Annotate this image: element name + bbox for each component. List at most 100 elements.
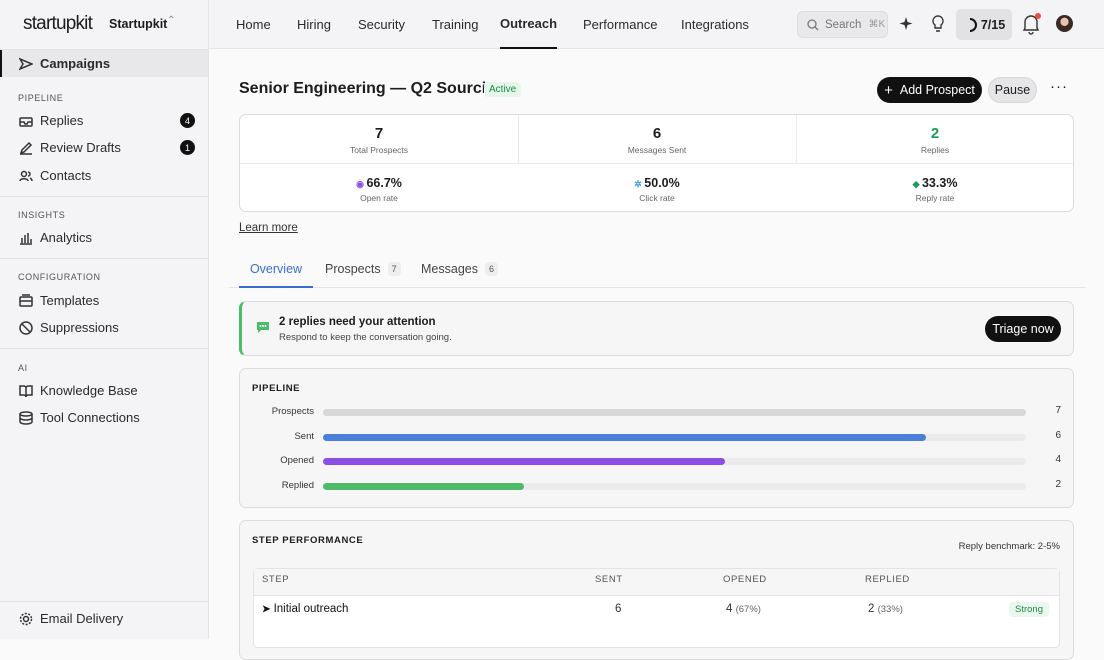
tab[interactable]: Messages 6 xyxy=(421,262,498,276)
notifications[interactable] xyxy=(1021,13,1041,35)
workspace[interactable]: Startupkit xyxy=(109,17,168,31)
nav-tab[interactable]: Performance xyxy=(583,17,658,32)
column-header: OPENED xyxy=(723,574,767,585)
tab-active[interactable]: Overview xyxy=(239,262,313,288)
triage-button[interactable]: Triage now xyxy=(985,316,1061,342)
nav-label: Templates xyxy=(40,293,100,308)
section-title: CONFIGURATION xyxy=(18,272,101,282)
bar-value: 4 xyxy=(1055,454,1061,465)
nav-tab[interactable]: Security xyxy=(358,17,405,32)
stat-value: 7 xyxy=(374,125,384,142)
stat: 2 Replies xyxy=(796,125,1074,155)
top-nav: Home Hiring Security Training Outreach P… xyxy=(209,0,1104,49)
alert-title: 2 replies need your attention xyxy=(279,316,436,328)
ai-button[interactable] xyxy=(898,16,914,32)
divider xyxy=(0,196,208,197)
nav-label: Review Drafts xyxy=(40,140,121,155)
workspace-switch[interactable]: ⌃ xyxy=(167,15,176,26)
nav-label: Suppressions xyxy=(40,320,119,335)
bar-label: Opened xyxy=(280,455,314,466)
rate-value: 66.7% xyxy=(366,176,402,190)
logo[interactable]: startupkit xyxy=(23,13,93,34)
tab-count: 6 xyxy=(484,262,498,276)
rate-value: 50.0% xyxy=(644,176,680,190)
search[interactable]: Search ⌘K xyxy=(797,11,888,38)
rate-label: Reply rate xyxy=(915,193,955,203)
nav-label: Contacts xyxy=(40,168,92,183)
rate-label: Click rate xyxy=(639,193,675,203)
icon xyxy=(20,232,32,245)
icon: + xyxy=(884,81,893,99)
column-header: STEP xyxy=(262,574,290,585)
nav-item[interactable]: Email Delivery xyxy=(0,605,208,632)
section-title: INSIGHTS xyxy=(18,210,66,220)
card-title: PIPELINE xyxy=(252,383,301,394)
avatar[interactable] xyxy=(1056,15,1073,32)
tab-label: Prospects xyxy=(325,262,381,276)
icon: ✲ xyxy=(634,179,645,189)
nav-tab[interactable]: Integrations xyxy=(681,17,749,32)
rate-value: 33.3% xyxy=(921,176,958,190)
progress-text: 7/15 xyxy=(980,17,1006,32)
nav-item[interactable]: Tool Connections xyxy=(0,404,208,431)
tab[interactable]: Prospects 7 xyxy=(325,262,401,276)
nav-item[interactable]: Analytics xyxy=(0,224,208,251)
alert-text: Respond to keep the conversation going. xyxy=(279,332,452,343)
table-header xyxy=(254,569,1059,596)
nav-item[interactable]: Campaigns xyxy=(0,50,208,77)
icon xyxy=(19,170,33,181)
opened-pct: (67%) xyxy=(735,604,761,615)
nav-label: Email Delivery xyxy=(40,611,124,626)
button-label: Add Prospect xyxy=(899,83,975,97)
bar-label: Prospects xyxy=(271,406,314,417)
rate: ✲ 50.0% Click rate xyxy=(518,176,796,203)
alert: 2 replies need your attention Respond to… xyxy=(239,301,1074,356)
icon xyxy=(969,17,977,32)
badge: 1 xyxy=(180,140,195,155)
divider xyxy=(0,348,208,349)
step-name[interactable]: ➤ Initial outreach xyxy=(262,603,348,615)
idea-button[interactable] xyxy=(931,15,945,33)
nav-item[interactable]: Contacts xyxy=(0,162,208,189)
nav-tab[interactable]: Training xyxy=(432,17,479,32)
bar-label: Replied xyxy=(281,479,314,491)
nav-label: Knowledge Base xyxy=(40,383,138,398)
bar-value: 7 xyxy=(1055,405,1061,416)
column-header: SENT xyxy=(595,574,623,585)
rate-label: Open rate xyxy=(360,193,398,203)
step-label: Initial outreach xyxy=(273,603,349,615)
tag: Strong xyxy=(1009,602,1049,617)
bar-track xyxy=(323,482,1026,490)
nav-item[interactable]: Templates xyxy=(0,287,208,314)
pause-button[interactable]: Pause xyxy=(988,77,1037,103)
icon xyxy=(19,612,33,625)
cell-replied: 2 (33%) xyxy=(868,603,903,615)
more-button[interactable]: ··· xyxy=(1050,78,1068,95)
icon xyxy=(19,57,33,70)
bar xyxy=(323,409,1026,416)
nav-item[interactable]: Review Drafts 1 xyxy=(0,134,208,161)
learn-more-link[interactable]: Learn more xyxy=(239,222,298,234)
nav-label: Campaigns xyxy=(40,56,111,71)
nav-tab-active[interactable]: Outreach xyxy=(500,0,557,49)
replied-value: 2 xyxy=(868,603,875,615)
opened-value: 4 xyxy=(726,603,733,615)
nav-item[interactable]: Knowledge Base xyxy=(0,377,208,404)
nav-tab[interactable]: Home xyxy=(236,17,271,32)
campaign-title: Senior Engineering — Q2 Sourcing xyxy=(239,80,506,97)
add-prospect-button[interactable]: + Add Prospect xyxy=(877,77,982,103)
progress[interactable]: 7/15 xyxy=(956,9,1012,40)
bar-value: 2 xyxy=(1055,478,1061,490)
cell-opened: 4 (67%) xyxy=(726,603,761,615)
nav-tab[interactable]: Hiring xyxy=(297,17,331,32)
nav-item[interactable]: Suppressions xyxy=(0,314,208,341)
stat-value: 6 xyxy=(652,125,662,142)
rate: ◆ 33.3% Reply rate xyxy=(796,176,1074,203)
divider xyxy=(0,258,208,259)
icon xyxy=(257,322,269,333)
tabs-divider xyxy=(229,287,1085,288)
nav-label: Analytics xyxy=(40,230,93,245)
nav-item[interactable]: Replies 4 xyxy=(0,107,208,134)
bar xyxy=(323,433,926,441)
